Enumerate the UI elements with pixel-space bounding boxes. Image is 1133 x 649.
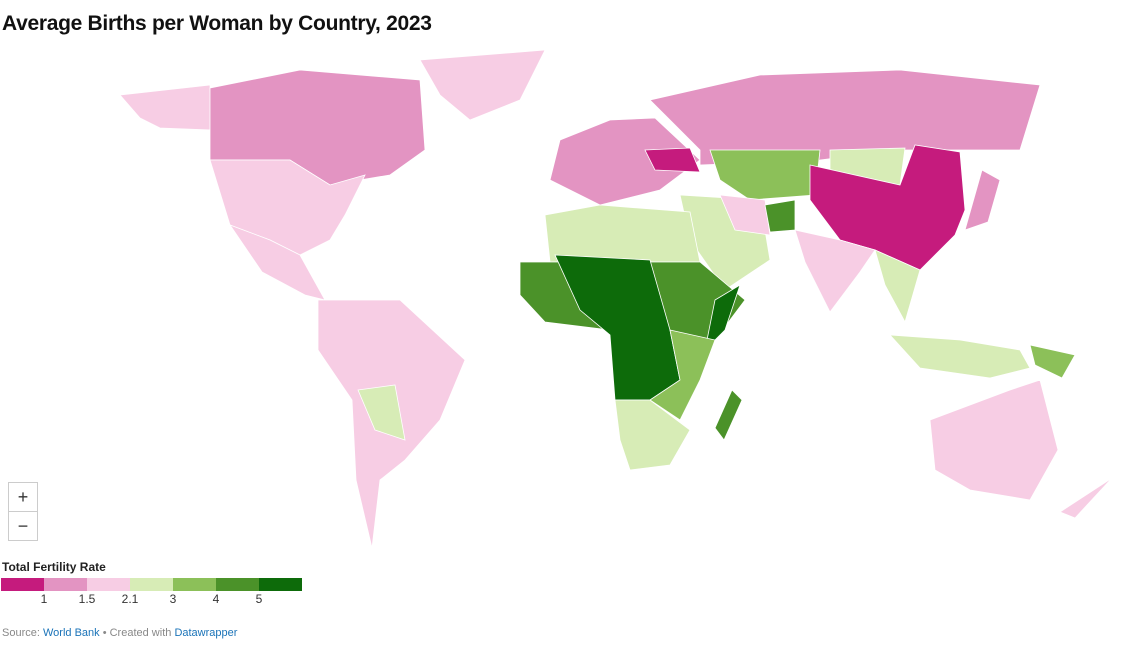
greenland [419, 49, 546, 121]
legend-tick-label: 1.5 [78, 592, 96, 606]
created-with: • Created with [102, 627, 172, 639]
tool-link[interactable]: Datawrapper [174, 627, 238, 639]
world-map [119, 49, 1113, 549]
source-link[interactable]: World Bank [42, 627, 100, 639]
legend-tick-label: 4 [212, 592, 220, 606]
india [794, 229, 876, 313]
north-africa [544, 204, 701, 263]
alaska [119, 84, 213, 131]
legend-tick-label: 1 [40, 592, 48, 606]
iceland-europe [549, 117, 701, 206]
legend-swatch [173, 578, 216, 591]
afghanistan [764, 199, 796, 233]
legend-swatch [1, 578, 44, 591]
zoom-in-button[interactable]: + [8, 482, 38, 512]
png [1029, 344, 1076, 379]
legend-tick-label: 5 [255, 592, 263, 606]
legend-scale [1, 578, 302, 591]
china [809, 144, 966, 271]
footer: Source: World Bank • Created with Datawr… [2, 627, 237, 639]
east-africa [649, 329, 716, 421]
paraguay [357, 384, 406, 441]
legend-title: Total Fertility Rate [2, 560, 106, 574]
new-zealand [1059, 477, 1113, 519]
title: Average Births per Woman by Country, 202… [2, 12, 432, 35]
australia [929, 379, 1059, 501]
se-asia [874, 249, 921, 324]
legend-swatch [44, 578, 87, 591]
legend-swatch [216, 578, 259, 591]
indonesia [889, 334, 1031, 379]
southern-africa [614, 399, 691, 471]
ukraine [644, 147, 701, 173]
madagascar [714, 389, 743, 441]
somalia [704, 284, 741, 352]
legend-swatch [87, 578, 130, 591]
zoom-out-button[interactable]: − [8, 511, 38, 541]
legend-swatch [130, 578, 173, 591]
legend-tick-label: 2.1 [121, 592, 139, 606]
japan [964, 169, 1001, 231]
legend-swatch [259, 578, 302, 591]
iran [719, 194, 771, 236]
source-label: Source: [2, 627, 40, 639]
legend-tick-label: 3 [169, 592, 177, 606]
central-asia [709, 149, 821, 201]
russia [649, 69, 1041, 166]
